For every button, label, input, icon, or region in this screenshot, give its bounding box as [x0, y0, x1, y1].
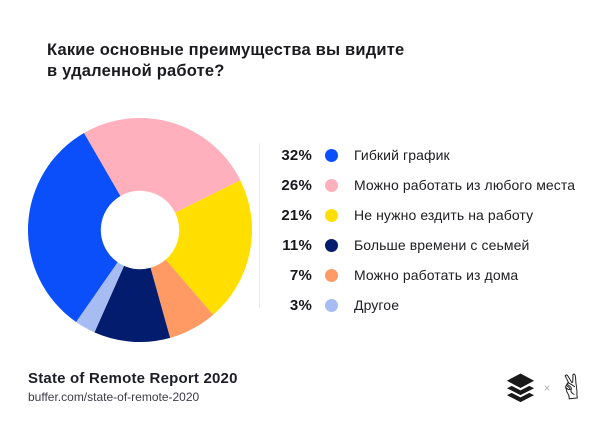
legend-item: 21% Не нужно ездить на работу: [270, 200, 580, 230]
legend-label: Можно работать из любого места: [354, 177, 576, 193]
logo-separator: ×: [543, 381, 551, 395]
legend-percent: 11%: [282, 236, 312, 254]
legend-percent: 21%: [281, 206, 312, 224]
legend-color-dot: [325, 268, 338, 282]
legend-item: 7% Можно работать из дома: [270, 260, 580, 290]
legend-percent: 3%: [289, 296, 312, 314]
peace-hand-logo-icon: ✌: [555, 366, 589, 410]
donut-segment: [27, 133, 121, 322]
report-url: buffer.com/state-of-remote-2020: [28, 390, 200, 404]
legend-label: Гибкий график: [354, 147, 450, 163]
donut-segment: [76, 262, 125, 333]
legend-color-dot: [325, 208, 338, 222]
legend-item: 3% Другое: [270, 290, 580, 320]
buffer-logo-icon: [507, 372, 535, 402]
legend-percent: 26%: [281, 176, 312, 194]
chart-legend: 32% Гибкий график 26% Можно работать из …: [270, 140, 580, 320]
donut-segment: [94, 265, 171, 342]
donut-chart-svg: [27, 118, 252, 342]
legend-item: 26% Можно работать из любого места: [270, 170, 580, 200]
legend-item: 11% Больше времени с сеьмей: [270, 230, 580, 260]
donut-segment: [84, 118, 241, 213]
chart-title: Какие основные преимущества вы видите в …: [47, 41, 405, 80]
legend-color-dot: [325, 298, 338, 312]
legend-color-dot: [325, 238, 338, 252]
donut-segment: [165, 180, 252, 315]
legend-divider-line: [259, 143, 260, 308]
legend-label: Больше времени с сеьмей: [354, 237, 530, 253]
donut-segment: [150, 259, 214, 338]
legend-label: Другое: [354, 297, 400, 313]
legend-label: Не нужно ездить на работу: [354, 207, 534, 223]
legend-item: 32% Гибкий график: [270, 140, 580, 170]
legend-percent: 32%: [281, 146, 312, 164]
donut-chart: [27, 118, 252, 342]
legend-color-dot: [325, 178, 338, 192]
legend-percent: 7%: [289, 266, 312, 284]
report-title: State of Remote Report 2020: [28, 370, 238, 387]
brand-logos: × ✌: [496, 366, 589, 410]
legend-color-dot: [325, 148, 338, 162]
legend-label: Можно работать из дома: [354, 267, 519, 283]
